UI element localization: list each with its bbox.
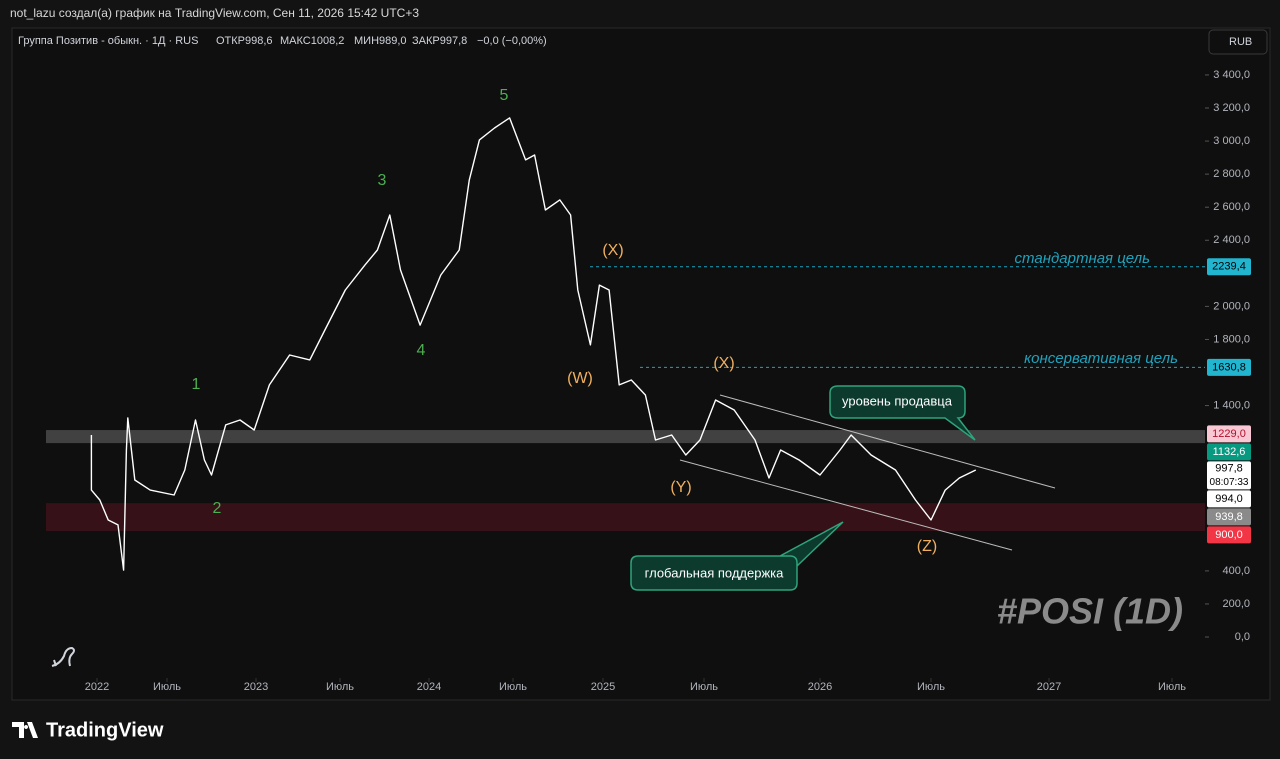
legend-symbol: Группа Позитив - обыкн. · 1Д · RUS bbox=[18, 35, 198, 47]
price-label: 997,8 bbox=[1215, 462, 1243, 474]
price-label-box bbox=[1207, 443, 1251, 461]
wave-label: (X) bbox=[713, 355, 734, 372]
callout-text: уровень продавца bbox=[842, 393, 953, 408]
brand-name: TradingView bbox=[46, 719, 164, 741]
price-label-box bbox=[1207, 490, 1251, 508]
y-tick-label: 2 400,0 bbox=[1213, 234, 1250, 246]
wave-label: (Y) bbox=[670, 479, 691, 496]
x-tick-label: 2023 bbox=[244, 681, 268, 693]
currency-label[interactable]: RUB bbox=[1229, 36, 1252, 48]
price-label: 900,0 bbox=[1215, 529, 1243, 541]
x-tick-label: 2022 bbox=[85, 681, 109, 693]
y-tick-label: 400,0 bbox=[1222, 565, 1250, 577]
x-tick-label: 2027 bbox=[1037, 681, 1061, 693]
y-tick-label: 2 600,0 bbox=[1213, 201, 1250, 213]
price-label-box bbox=[1207, 258, 1251, 276]
x-tick-label: Июль bbox=[690, 681, 718, 693]
target-label: консервативная цель bbox=[1024, 350, 1178, 367]
zone bbox=[46, 430, 1205, 444]
y-tick-label: 200,0 bbox=[1222, 598, 1250, 610]
x-tick-label: Июль bbox=[326, 681, 354, 693]
y-tick-label: 2 800,0 bbox=[1213, 168, 1250, 180]
price-label: 939,8 bbox=[1215, 511, 1243, 523]
price-label-box bbox=[1207, 425, 1251, 443]
y-tick-label: 0,0 bbox=[1235, 631, 1250, 643]
price-label-box bbox=[1207, 526, 1251, 544]
corrective-waves: (W) (X) (Y) (X) (Z) bbox=[567, 242, 937, 555]
price-label-box bbox=[1207, 358, 1251, 376]
wave-label: 3 bbox=[378, 172, 387, 189]
watermark: #POSI (1D) bbox=[997, 591, 1183, 632]
y-tick-label: 3 400,0 bbox=[1213, 69, 1250, 81]
zone bbox=[46, 503, 1205, 532]
price-label: 2239,4 bbox=[1212, 261, 1246, 273]
currency-button[interactable] bbox=[1208, 29, 1268, 55]
wave-label: 2 bbox=[213, 500, 222, 517]
x-tick-label: 2025 bbox=[591, 681, 615, 693]
channel-line bbox=[719, 394, 1056, 489]
legend-high: МАКС1008,2 bbox=[280, 35, 344, 47]
x-tick-label: Июль bbox=[1158, 681, 1186, 693]
y-tick-label: 1 800,0 bbox=[1213, 333, 1250, 345]
callout-box bbox=[630, 521, 844, 591]
legend: Группа Позитив - обыкн. · 1Д · RUS ОТКР9… bbox=[18, 35, 547, 47]
price-label: 1132,6 bbox=[1213, 446, 1246, 458]
legend-open: ОТКР998,6 bbox=[216, 35, 273, 47]
y-tick-label: 3 000,0 bbox=[1213, 135, 1250, 147]
wave-label: 5 bbox=[500, 87, 509, 104]
y-tick-label: 3 200,0 bbox=[1213, 102, 1250, 114]
impulse-waves: 1 2 3 4 5 bbox=[192, 87, 509, 517]
plot: 3 400,0 3 200,0 3 000,0 2 800,0 2 600,0 2 400… bbox=[46, 69, 1251, 693]
channel-line bbox=[679, 459, 1013, 551]
price-label-box bbox=[1207, 508, 1251, 526]
header-text: not_lazu создал(а) график на TradingView… bbox=[10, 6, 419, 20]
wave-label: (X) bbox=[602, 242, 623, 259]
price-label: 1630,8 bbox=[1212, 361, 1246, 373]
x-tick-label: 2026 bbox=[808, 681, 832, 693]
price-countdown: 08:07:33 bbox=[1210, 477, 1249, 488]
callout-text: глобальная поддержка bbox=[645, 565, 784, 580]
legend-change: −0,0 (−0,00%) bbox=[477, 35, 547, 47]
wave-label: (Z) bbox=[917, 538, 937, 555]
price-label: 994,0 bbox=[1215, 493, 1243, 505]
legend-close: ЗАКР997,8 bbox=[412, 35, 467, 47]
target-label: стандартная цель bbox=[1015, 250, 1151, 267]
x-tick-label: 2024 bbox=[417, 681, 441, 693]
x-tick-label: Июль bbox=[499, 681, 527, 693]
x-tick-label: Июль bbox=[153, 681, 181, 693]
price-label-box bbox=[1207, 461, 1251, 490]
price-label: 1229,0 bbox=[1212, 428, 1246, 440]
logo-icon bbox=[51, 646, 75, 667]
wave-label: 4 bbox=[417, 342, 426, 359]
legend-low: МИН989,0 bbox=[354, 35, 407, 47]
wave-label: 1 bbox=[192, 376, 201, 393]
y-tick-label: 2 000,0 bbox=[1213, 300, 1250, 312]
brand-logo bbox=[12, 722, 38, 738]
wave-label: (W) bbox=[567, 370, 593, 387]
price-line bbox=[90, 117, 977, 571]
callout-box bbox=[829, 385, 976, 441]
y-tick-label: 1 400,0 bbox=[1213, 399, 1250, 411]
x-tick-label: Июль bbox=[917, 681, 945, 693]
